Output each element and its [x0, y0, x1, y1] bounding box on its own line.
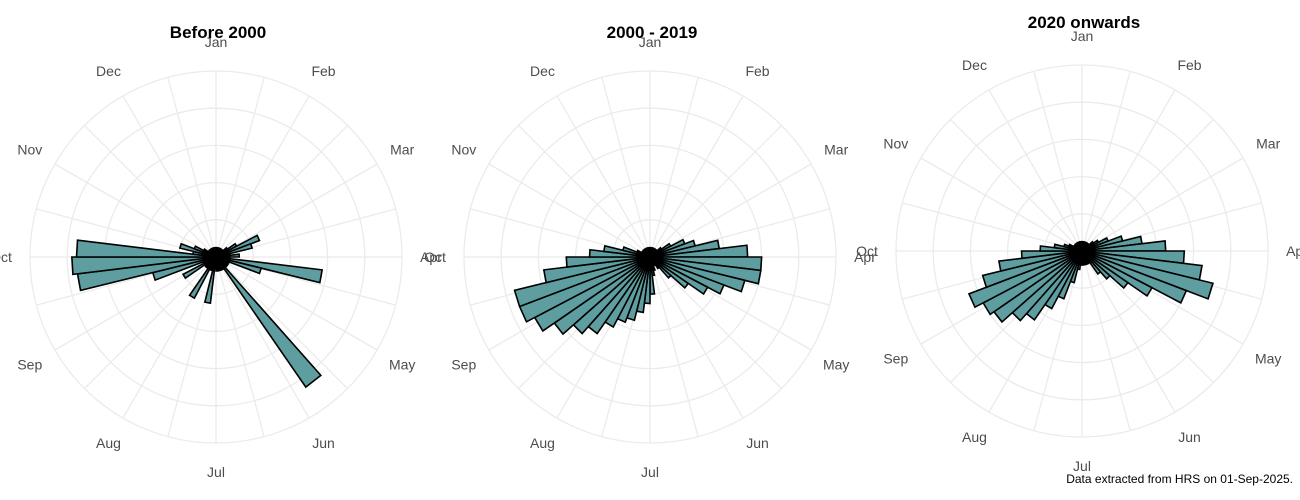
month-label: Feb	[311, 63, 335, 79]
month-label: May	[389, 357, 415, 373]
month-label: Jan	[639, 34, 662, 50]
caption: Data extracted from HRS on 01-Sep-2025.	[1066, 472, 1293, 486]
month-label: Aug	[530, 435, 555, 451]
grid-spoke	[950, 119, 1083, 252]
month-label: Apr	[854, 249, 876, 265]
month-label: Feb	[745, 63, 769, 79]
grid-spoke	[1081, 250, 1176, 413]
grid-spoke	[215, 95, 310, 258]
grid-spoke	[649, 256, 782, 389]
grid-spoke	[1081, 157, 1244, 252]
month-label: Aug	[962, 429, 987, 445]
month-label: Jan	[1071, 28, 1094, 44]
grid-spoke	[1033, 71, 1083, 252]
bar	[1079, 240, 1083, 252]
month-label: Sep	[451, 357, 476, 373]
grid-spoke	[649, 163, 812, 258]
month-label: Dec	[962, 57, 987, 73]
bars	[967, 235, 1214, 324]
grid-spoke	[488, 163, 651, 258]
bars	[513, 238, 763, 336]
month-label: Nov	[17, 142, 42, 158]
month-label: Oct	[0, 249, 12, 265]
bar	[215, 256, 323, 389]
month-label: Nov	[883, 136, 908, 152]
grid-spoke	[167, 77, 217, 258]
bar	[181, 256, 217, 280]
grid-spoke	[84, 125, 217, 258]
grid-spoke	[920, 157, 1083, 252]
bar	[75, 239, 217, 258]
month-label: Jun	[312, 435, 335, 451]
grid-spoke	[1081, 119, 1214, 252]
month-label: Apr	[420, 249, 442, 265]
month-label: Dec	[530, 63, 555, 79]
month-label: Jun	[1178, 429, 1201, 445]
grid-spoke	[649, 95, 744, 258]
grid-spoke	[518, 125, 651, 258]
grid-spoke	[1081, 250, 1131, 431]
panel-1: Jan Feb Mar Apr May Jun Jul Aug Sep Oct Nov Dec Befo…	[0, 23, 442, 480]
month-label: Oct	[424, 249, 446, 265]
grid-spoke	[649, 125, 782, 258]
month-label: Feb	[1177, 57, 1201, 73]
grid-spoke	[54, 163, 217, 258]
month-label: Sep	[17, 357, 42, 373]
month-label: Aug	[96, 435, 121, 451]
grid-spoke	[601, 77, 651, 258]
panel-3: Jan Feb Mar Apr May Jun Jul Aug Sep Oct Nov Dec 2020…	[856, 13, 1300, 474]
bar	[647, 246, 651, 258]
grid-spoke	[215, 256, 378, 351]
month-label: Jul	[207, 464, 225, 480]
grid-spoke	[215, 256, 310, 419]
month-label: Mar	[390, 142, 414, 158]
grid-spoke	[902, 202, 1083, 252]
grid-spoke	[215, 77, 265, 258]
panel-title: 2020 onwards	[1028, 13, 1140, 32]
month-label: Mar	[824, 142, 848, 158]
month-label: Jul	[1073, 458, 1091, 474]
bar	[215, 242, 254, 258]
panel-title: Before 2000	[170, 23, 266, 42]
grid-spoke	[649, 77, 699, 258]
month-label: Jul	[641, 464, 659, 480]
panel-2: Jan Feb Mar Apr May Jun Jul Aug Sep Oct Nov Dec 2000…	[424, 23, 876, 480]
grid-spoke	[215, 256, 265, 437]
grid-spoke	[122, 95, 217, 258]
month-label: Sep	[883, 351, 908, 367]
bar	[213, 246, 217, 258]
grid-spoke	[988, 89, 1083, 252]
panel-title: 2000 - 2019	[607, 23, 698, 42]
month-label: Jan	[205, 34, 228, 50]
grid-spoke	[556, 95, 651, 258]
bars	[71, 234, 324, 389]
month-label: Apr	[1286, 243, 1300, 259]
grid-spoke	[215, 256, 348, 389]
month-label: May	[1255, 351, 1281, 367]
grid-spoke	[215, 163, 378, 258]
grid-spoke	[1081, 71, 1131, 252]
grid-spoke	[649, 256, 744, 419]
grid-spoke	[1081, 89, 1176, 252]
month-label: May	[823, 357, 849, 373]
month-label: Mar	[1256, 136, 1280, 152]
month-label: Oct	[856, 243, 878, 259]
month-label: Nov	[451, 142, 476, 158]
month-label: Jun	[746, 435, 769, 451]
grid-spoke	[84, 256, 217, 389]
grid-spoke	[215, 125, 348, 258]
month-label: Dec	[96, 63, 121, 79]
grid-spoke	[649, 256, 699, 437]
